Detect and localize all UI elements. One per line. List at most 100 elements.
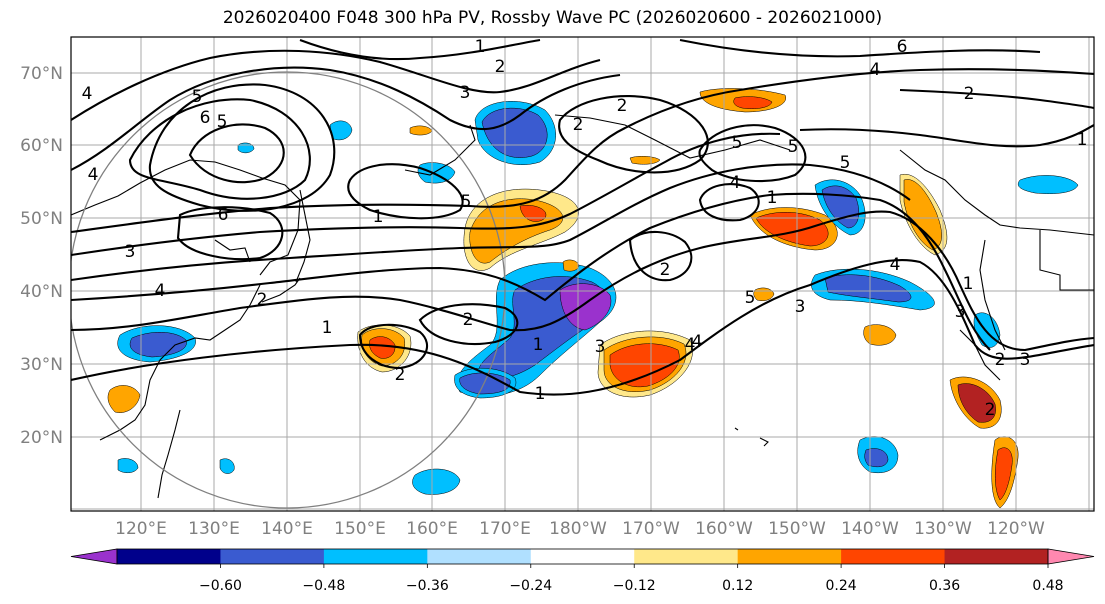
- colorbar-segment: [117, 549, 221, 564]
- contour-label: 1: [533, 335, 544, 355]
- contour-label: 3: [595, 337, 606, 357]
- contour-label: 5: [732, 133, 743, 153]
- contour-label: 5: [745, 288, 756, 308]
- longitude-label: 120°W: [987, 519, 1045, 539]
- colorbar-tick-label: 0.12: [722, 578, 753, 594]
- contour-label: 6: [200, 108, 211, 128]
- latitude-label: 20°N: [20, 428, 63, 448]
- contour-label: 4: [88, 165, 99, 185]
- colorbar-tick-label: −0.48: [302, 578, 345, 594]
- contour-label: 2: [617, 96, 628, 116]
- longitude-axis: 120°E 130°E 140°E 150°E 160°E 170°E 180°W 170°W…: [115, 519, 1045, 539]
- contour-label: 5: [217, 112, 228, 132]
- colorbar-tick-label: −0.36: [406, 578, 449, 594]
- anomaly-region: [957, 383, 996, 423]
- longitude-label: 150°W: [768, 519, 826, 539]
- latitude-axis: 70°N 60°N 50°N 40°N 30°N 20°N: [20, 64, 63, 448]
- anomaly-region: [237, 142, 255, 154]
- contour-label: 2: [660, 260, 671, 280]
- longitude-label: 130°W: [914, 519, 972, 539]
- reference-circle: [71, 71, 506, 509]
- anomaly-region: [863, 324, 897, 346]
- anomaly-region: [562, 259, 580, 272]
- colorbar: −0.60 −0.48 −0.36 −0.24 −0.12 0.12 0.24 0.36 0.4…: [70, 548, 1095, 594]
- longitude-label: 160°W: [695, 519, 753, 539]
- anomaly-region: [117, 458, 139, 473]
- latitude-label: 30°N: [20, 355, 63, 375]
- colorbar-segment: [944, 549, 1049, 564]
- longitude-label: 150°E: [334, 519, 386, 539]
- contour-label: 5: [192, 87, 203, 107]
- anomaly-region: [824, 274, 912, 303]
- anomaly-region: [903, 179, 942, 251]
- colorbar-tick-label: −0.60: [199, 578, 242, 594]
- contour-label: 2: [463, 310, 474, 330]
- colorbar-extend-left: [70, 548, 118, 565]
- contour-label: 4: [155, 281, 166, 301]
- latitude-label: 60°N: [20, 136, 63, 156]
- contour-label: 4: [870, 60, 881, 80]
- contour-label: 4: [82, 84, 93, 104]
- colorbar-segment: [841, 549, 946, 564]
- contour-label: 2: [573, 115, 584, 135]
- anomaly-region: [412, 468, 461, 495]
- longitude-label: 120°E: [115, 519, 167, 539]
- latitude-label: 70°N: [20, 64, 63, 84]
- latitude-label: 50°N: [20, 209, 63, 229]
- colorbar-tick-label: 0.36: [929, 578, 960, 594]
- longitude-label: 130°E: [188, 519, 240, 539]
- contour-label: 1: [322, 318, 333, 338]
- contour-label: 5: [788, 137, 799, 157]
- anomaly-region: [369, 336, 396, 359]
- contour-label: 2: [257, 290, 268, 310]
- anomaly-region: [733, 96, 773, 109]
- contour-label: 1: [475, 37, 486, 57]
- contour-label: 1: [1077, 130, 1088, 150]
- colorbar-segment: [737, 549, 842, 564]
- longitude-label: 170°E: [479, 519, 531, 539]
- anomaly-region: [629, 156, 661, 165]
- contour-label: 4: [890, 255, 901, 275]
- contour-label: 3: [125, 242, 136, 262]
- contour-label: 2: [985, 400, 996, 420]
- colorbar-tick-label: 0.24: [826, 578, 857, 594]
- coastlines: [71, 114, 1094, 499]
- anomaly-region: [417, 162, 456, 184]
- anomaly-region: [609, 343, 680, 388]
- pv-contours: [71, 38, 1094, 396]
- contour-label: 1: [767, 188, 778, 208]
- latitude-label: 40°N: [20, 282, 63, 302]
- contour-label: 3: [460, 83, 471, 103]
- contour-label: 2: [395, 365, 406, 385]
- colorbar-tick-label: 0.48: [1032, 578, 1063, 594]
- anomaly-region: [755, 211, 829, 247]
- contour-label: 4: [730, 173, 741, 193]
- longitude-label: 160°E: [406, 519, 458, 539]
- colorbar-segment: [220, 549, 325, 564]
- contour-label: 1: [963, 274, 974, 294]
- contour-label: 2: [964, 84, 975, 104]
- contour-label: 2: [995, 350, 1006, 370]
- colorbar-tick-label: −0.24: [509, 578, 552, 594]
- longitude-label: 170°W: [622, 519, 680, 539]
- colorbar-frame: [116, 548, 1049, 565]
- contour-label: 5: [840, 153, 851, 173]
- contour-label: 3: [955, 302, 966, 322]
- plot-frame: [70, 36, 1095, 512]
- anomaly-region: [995, 447, 1013, 501]
- contour-label: 4: [692, 332, 703, 352]
- contour-label: 5: [461, 192, 472, 212]
- anomaly-region: [219, 458, 235, 474]
- anomaly-region: [329, 120, 353, 141]
- contour-label: 6: [218, 205, 229, 225]
- anomaly-region: [129, 332, 187, 358]
- contour-label: 3: [1020, 350, 1031, 370]
- longitude-label: 140°E: [261, 519, 313, 539]
- contour-label: 2: [495, 57, 506, 77]
- anomaly-region: [864, 448, 889, 468]
- colorbar-segment: [634, 549, 739, 564]
- contour-label: 4: [685, 335, 696, 355]
- map-title: 2026020400 F048 300 hPa PV, Rossby Wave …: [222, 8, 883, 28]
- anomaly-region: [1017, 175, 1079, 194]
